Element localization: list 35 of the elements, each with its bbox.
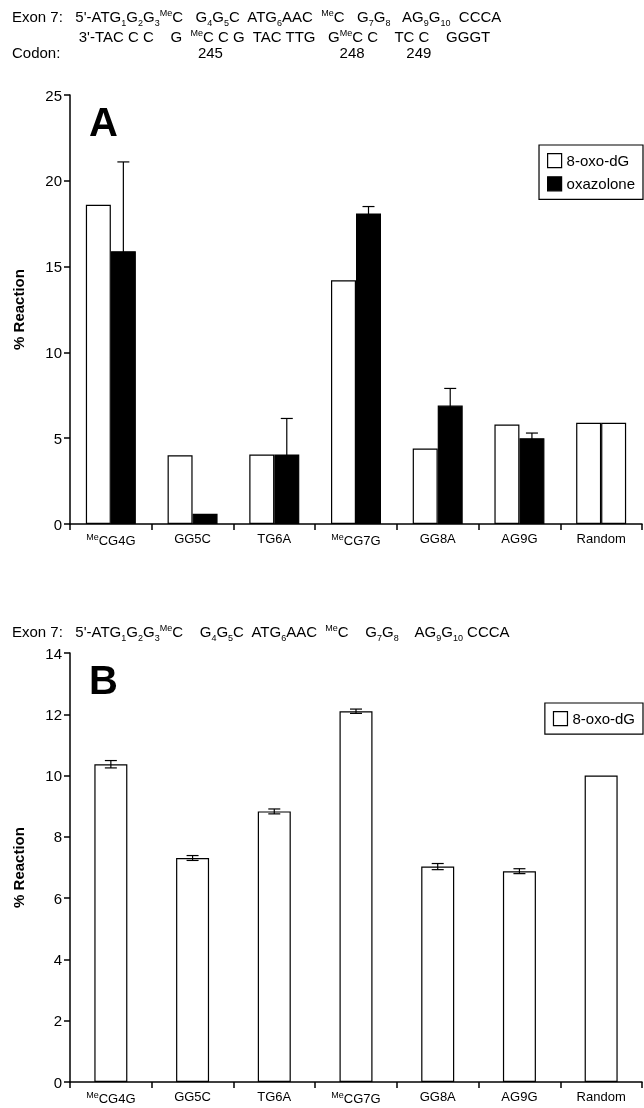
x-tick-label: AG9G	[501, 531, 538, 546]
text: Codon: 245 248 249	[12, 44, 432, 62]
x-tick-label: GG8A	[419, 531, 457, 546]
y-tick-label: 14	[45, 644, 62, 662]
x-tick-label: AG9G	[501, 1089, 538, 1104]
y-tick-label: 0	[53, 1073, 62, 1091]
y-tick-label: 12	[45, 705, 62, 723]
x-tick-label: GG5C	[174, 531, 211, 546]
y-tick-label: 0	[53, 515, 62, 533]
chart-title: A	[89, 100, 118, 144]
x-tick-label: GG8A	[419, 1089, 457, 1104]
chart-title: B	[89, 658, 118, 702]
text: Exon 7: 5'-ATG$_{1}$G$_{2}$G$_{3}$$^{Me}$C G$_{4}$G$_{5}$C ATG$_{6}$AAC $^{Me}$C G$_{7}$G$_{8}$ AG$_{9}$G$_{10}$ CCCA	[12, 8, 502, 28]
y-tick-label: 4	[53, 950, 62, 968]
y-axis-title: % Reaction	[10, 269, 27, 350]
x-tick-label: Random	[576, 531, 626, 546]
y-axis-title: % Reaction	[10, 827, 27, 908]
legend-label: 8-oxo-dG	[572, 710, 635, 728]
y-tick-label: 6	[53, 889, 62, 907]
text: Exon 7: 5'-ATG$_{1}$G$_{2}$G$_{3}$$^{Me}$C G$_{4}$G$_{5}$C ATG$_{6}$AAC $^{Me}$C G$_{7}$G$_{8}$ AG$_{9}$G$_{10}$ CCCA	[12, 623, 510, 643]
x-tick-label: TG6A	[257, 1089, 292, 1104]
x-tick-label: Random	[576, 1089, 626, 1104]
y-tick-label: 10	[45, 343, 62, 361]
text: 3'-TAC C C G $^{Me}$C C G TAC TTG G$^{Me}$C C TC C GGGT	[78, 28, 491, 45]
legend-label: 8-oxo-dG	[566, 152, 630, 170]
y-tick-label: 25	[45, 86, 62, 104]
y-tick-label: 10	[45, 767, 62, 785]
legend-label: oxazolone	[566, 175, 635, 193]
y-tick-label: 15	[45, 258, 62, 276]
x-tick-label: TG6A	[257, 531, 292, 546]
y-tick-label: 20	[45, 172, 62, 190]
y-tick-label: 2	[53, 1012, 62, 1030]
x-tick-label: GG5C	[174, 1089, 211, 1104]
y-tick-label: 5	[53, 429, 62, 447]
y-tick-label: 8	[53, 828, 62, 846]
